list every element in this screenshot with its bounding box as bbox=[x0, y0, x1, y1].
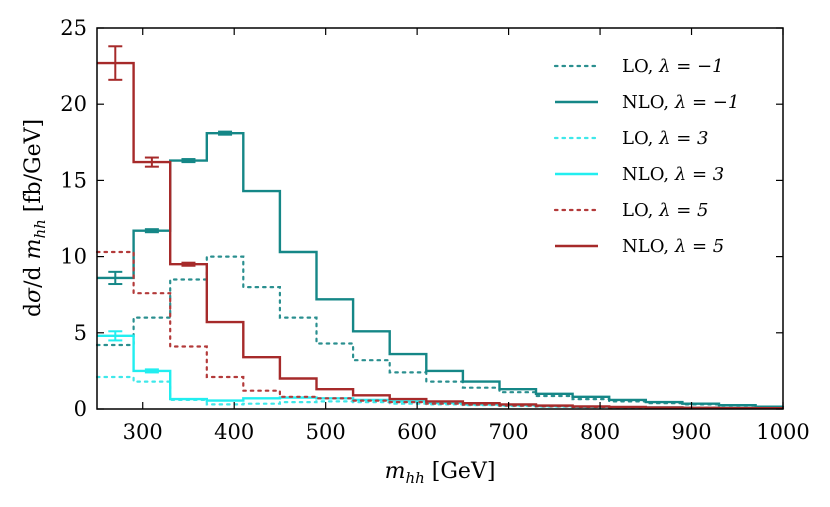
plot-frame bbox=[96, 27, 784, 410]
series-layer bbox=[95, 61, 785, 410]
legend-entry-nlo-lambda-minus-1: NLO, λ = −1 bbox=[555, 92, 739, 113]
error-bar-nlo-lambda-5-2 bbox=[181, 261, 196, 267]
legend-entry-lo-lambda-3: LO, λ = 3 bbox=[553, 128, 709, 149]
legend-label-nlo-lambda-3: NLO, λ = 3 bbox=[622, 164, 724, 185]
legend-label-nlo-lambda-5: NLO, λ = 5 bbox=[622, 236, 724, 257]
legend-entry-nlo-lambda-3: NLO, λ = 3 bbox=[555, 164, 724, 185]
error-bar-layer bbox=[108, 45, 233, 374]
y-tick-label-10: 10 bbox=[60, 245, 87, 269]
y-tick-label-20: 20 bbox=[60, 92, 87, 116]
x-tick-label-300: 300 bbox=[123, 420, 163, 444]
error-bar-nlo-lambda-5-0 bbox=[108, 45, 123, 81]
legend-label-lo-lambda-minus-1: LO, λ = −1 bbox=[622, 56, 724, 77]
series-line-lo-lambda-5 bbox=[95, 250, 785, 410]
x-tick-label-800: 800 bbox=[580, 420, 620, 444]
error-bar-nlo-lambda-5-1 bbox=[144, 156, 159, 168]
legend-label-lo-lambda-5: LO, λ = 5 bbox=[622, 200, 709, 221]
series-line-nlo-lambda-minus-1 bbox=[97, 132, 783, 408]
x-tick-label-400: 400 bbox=[214, 420, 254, 444]
y-tick-label-0: 0 bbox=[74, 397, 87, 421]
legend: LO, λ = −1 NLO, λ = −1 LO, λ = 3 NLO, λ = 3… bbox=[553, 56, 739, 257]
y-tick-label-5: 5 bbox=[74, 321, 87, 345]
y-tick-label-25: 25 bbox=[60, 16, 87, 40]
legend-label-lo-lambda-3: LO, λ = 3 bbox=[622, 128, 709, 149]
y-axis-label: dσ/d mhh [fb/GeV] bbox=[21, 119, 49, 317]
legend-entry-nlo-lambda-5: NLO, λ = 5 bbox=[555, 236, 724, 257]
x-tick-label-1000: 1000 bbox=[756, 420, 809, 444]
error-bar-nlo-lambda-minus-1-1 bbox=[144, 228, 159, 234]
x-tick-label-500: 500 bbox=[306, 420, 346, 444]
series-line-nlo-lambda-5 bbox=[97, 61, 783, 410]
series-line-lo-lambda-minus-1 bbox=[95, 255, 785, 408]
y-tick-label-15: 15 bbox=[60, 168, 87, 192]
error-bar-nlo-lambda-3-1 bbox=[144, 368, 159, 374]
axis-layer: 300 400 500 600 700 800 900 1000 0 5 10 15 20 25 bbox=[60, 16, 809, 444]
x-tick-label-900: 900 bbox=[671, 420, 711, 444]
x-axis-label: mhh [GeV] bbox=[385, 459, 496, 487]
error-bar-nlo-lambda-minus-1-0 bbox=[108, 270, 123, 286]
x-tick-label-700: 700 bbox=[489, 420, 529, 444]
legend-entry-lo-lambda-minus-1: LO, λ = −1 bbox=[553, 56, 724, 77]
error-bar-nlo-lambda-minus-1-2 bbox=[181, 158, 196, 164]
legend-label-nlo-lambda-minus-1: NLO, λ = −1 bbox=[622, 92, 739, 113]
error-bar-nlo-lambda-minus-1-3 bbox=[218, 130, 233, 136]
error-bar-nlo-lambda-3-0 bbox=[108, 330, 123, 342]
x-tick-label-600: 600 bbox=[397, 420, 437, 444]
legend-entry-lo-lambda-5: LO, λ = 5 bbox=[553, 200, 709, 221]
